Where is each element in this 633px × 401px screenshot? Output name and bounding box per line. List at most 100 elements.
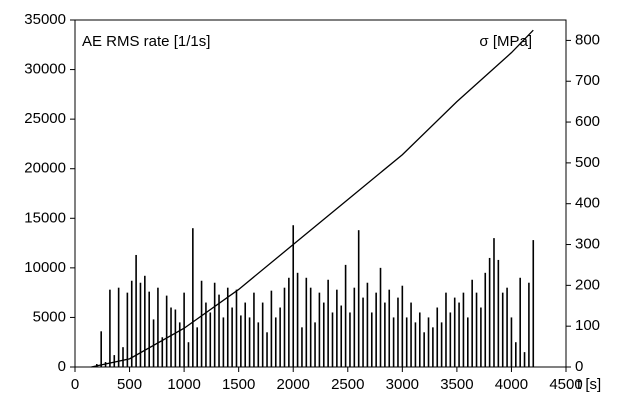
bar	[501, 292, 504, 367]
x-tick-label: 2000	[277, 376, 310, 393]
bar	[261, 302, 264, 367]
bar	[392, 317, 395, 367]
bar	[467, 317, 469, 367]
x-tick-label: 2500	[331, 376, 364, 393]
bar	[379, 267, 382, 367]
bar	[157, 287, 159, 367]
bar	[231, 307, 233, 367]
y-axis-label: AE RMS rate [1/1s]	[82, 33, 210, 50]
bar	[113, 355, 116, 367]
bar	[410, 302, 412, 367]
bar	[148, 291, 150, 367]
bar	[135, 254, 137, 367]
bar	[296, 272, 299, 367]
bar	[449, 312, 452, 367]
x-tick-label: 1500	[222, 376, 255, 393]
bar	[418, 312, 421, 367]
bar	[109, 289, 111, 367]
y2-tick-label: 0	[575, 358, 583, 375]
bar	[432, 327, 434, 367]
y2-tick-label: 100	[575, 317, 600, 334]
y-tick-label: 30000	[24, 61, 66, 78]
bar	[344, 264, 347, 367]
bar	[139, 282, 142, 367]
bar	[248, 317, 251, 367]
bar	[226, 287, 229, 367]
bar	[288, 277, 290, 367]
bar	[283, 287, 286, 367]
bar	[270, 290, 273, 367]
y2-tick-label: 600	[575, 113, 600, 130]
bar	[384, 302, 386, 367]
bar	[205, 302, 207, 367]
bar	[484, 272, 487, 367]
bar	[427, 317, 430, 367]
bar	[244, 302, 247, 367]
bar	[480, 307, 482, 367]
bar	[488, 257, 491, 367]
bar	[174, 309, 177, 367]
y2-tick-label: 300	[575, 235, 600, 252]
bar	[218, 294, 220, 367]
bar	[497, 259, 500, 367]
bar	[235, 289, 238, 367]
bar	[187, 342, 190, 367]
bar	[388, 289, 391, 367]
y2-tick-label: 200	[575, 276, 600, 293]
y-tick-label: 20000	[24, 160, 66, 177]
bar	[340, 305, 343, 367]
bar	[196, 327, 199, 367]
bar	[274, 317, 277, 367]
bar	[423, 332, 425, 367]
bar	[279, 307, 281, 367]
bar	[144, 275, 146, 367]
bar	[336, 289, 338, 367]
bar	[349, 312, 351, 367]
bar	[213, 282, 216, 367]
bar	[178, 322, 181, 367]
bar	[331, 312, 334, 367]
bar	[170, 307, 172, 367]
bar	[240, 315, 242, 367]
y-tick-label: 0	[58, 358, 66, 375]
y-tick-label: 35000	[24, 11, 66, 28]
bar	[405, 317, 408, 367]
bar	[152, 319, 155, 367]
y-tick-label: 25000	[24, 110, 66, 127]
y-tick-label: 15000	[24, 209, 66, 226]
y-tick-label: 5000	[33, 308, 66, 325]
y2-axis-label: σ [MPa]	[479, 33, 532, 50]
bar	[357, 230, 360, 367]
bar	[375, 292, 377, 367]
bar	[314, 322, 316, 367]
bar	[209, 312, 212, 367]
bar	[370, 312, 373, 367]
bar	[366, 282, 369, 367]
y2-tick-label: 500	[575, 154, 600, 171]
x-tick-label: 0	[71, 376, 79, 393]
bar	[322, 302, 325, 367]
bar	[519, 277, 521, 367]
x-tick-label: 3000	[386, 376, 419, 393]
bar	[192, 228, 194, 367]
y-tick-label: 10000	[24, 259, 66, 276]
bar	[305, 277, 308, 367]
bar	[362, 297, 364, 367]
bar	[257, 322, 260, 367]
bar	[292, 225, 295, 367]
bar	[353, 287, 356, 367]
bar	[462, 292, 465, 367]
bar	[126, 292, 129, 367]
bar	[493, 238, 495, 367]
bar	[532, 240, 535, 367]
stress-line	[91, 29, 534, 368]
bar	[100, 331, 102, 367]
bar	[222, 317, 225, 367]
bar	[117, 287, 120, 367]
x-tick-label: 1000	[167, 376, 200, 393]
bar	[122, 347, 124, 367]
bar	[183, 292, 185, 367]
bar	[445, 292, 447, 367]
bar	[200, 280, 203, 367]
